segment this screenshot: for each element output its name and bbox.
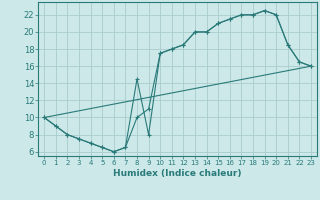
X-axis label: Humidex (Indice chaleur): Humidex (Indice chaleur) — [113, 169, 242, 178]
